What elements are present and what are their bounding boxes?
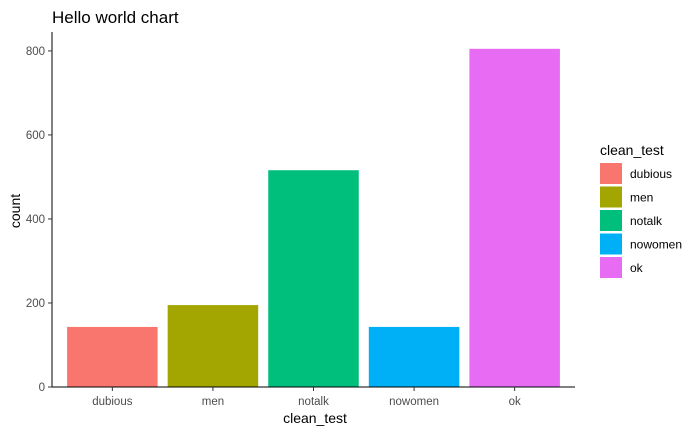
x-tick-label-dubious: dubious: [92, 396, 133, 408]
legend-key-nowomen: [600, 233, 622, 255]
legend: clean_test dubious men notalk nowomen ok: [600, 142, 682, 278]
bar-ok: [469, 48, 560, 388]
y-tick-label-200: 200: [26, 298, 45, 310]
x-axis-title: clean_test: [283, 410, 347, 426]
y-axis-title: count: [7, 194, 23, 228]
bar-dubious: [67, 326, 158, 387]
y-tick-label-600: 600: [26, 130, 45, 142]
x-tick-label-ok: ok: [509, 396, 521, 408]
legend-label-notalk: notalk: [630, 214, 663, 228]
legend-key-notalk: [600, 210, 622, 231]
bar-nowomen: [368, 326, 460, 387]
x-tick-label-men: men: [202, 396, 224, 408]
chart-title: Hello world chart: [52, 8, 179, 27]
legend-label-dubious: dubious: [630, 167, 672, 181]
legend-label-men: men: [630, 191, 653, 205]
legend-title: clean_test: [600, 142, 664, 158]
x-tick-label-notalk: notalk: [298, 396, 329, 408]
legend-key-ok: [600, 257, 622, 278]
y-tick-label-0: 0: [39, 382, 45, 394]
legend-label-nowomen: nowomen: [630, 238, 682, 252]
legend-key-men: [600, 186, 622, 208]
x-tick-label-nowomen: nowomen: [389, 396, 439, 408]
y-tick-label-800: 800: [26, 46, 45, 58]
bar-men: [167, 305, 259, 387]
bar-notalk: [268, 170, 359, 387]
legend-label-ok: ok: [630, 261, 644, 275]
legend-key-dubious: [600, 163, 622, 184]
plot-area: 0 200 400 600 800 dubious men notalk nowomen ok: [26, 32, 575, 408]
y-tick-label-400: 400: [26, 214, 45, 226]
